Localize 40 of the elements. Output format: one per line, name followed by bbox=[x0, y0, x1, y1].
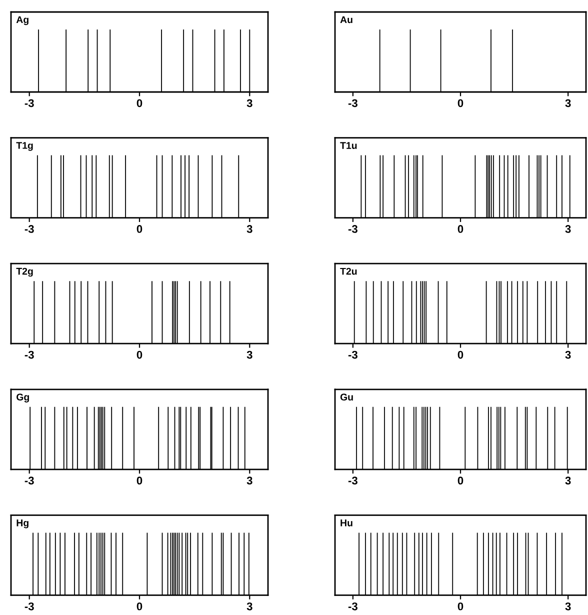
chart-title: T1u bbox=[340, 142, 357, 149]
x-tick-label: -3 bbox=[24, 602, 34, 610]
chart-title: Gu bbox=[340, 394, 353, 401]
x-tick-label: 3 bbox=[565, 99, 571, 108]
x-tick-label: 3 bbox=[565, 350, 571, 359]
x-tick-label: 3 bbox=[246, 476, 252, 485]
x-tick-label: 0 bbox=[136, 476, 142, 485]
x-tick-label: 3 bbox=[246, 602, 252, 610]
chart-title: Hu bbox=[340, 520, 352, 526]
chart-title: T2g bbox=[16, 268, 33, 277]
chart-title: Ag bbox=[16, 16, 28, 26]
x-tick-label: 0 bbox=[458, 350, 464, 359]
x-tick-label: 0 bbox=[136, 350, 142, 359]
x-tick-label: 0 bbox=[458, 602, 464, 610]
x-tick-label: 0 bbox=[136, 99, 142, 108]
x-tick-label: 3 bbox=[246, 225, 252, 233]
x-tick-label: -3 bbox=[24, 476, 34, 485]
x-tick-label: -3 bbox=[348, 99, 358, 108]
x-tick-label: 3 bbox=[565, 225, 571, 233]
chart-title: Au bbox=[340, 16, 352, 24]
x-tick-label: 3 bbox=[565, 476, 571, 485]
x-tick-label: 0 bbox=[458, 476, 464, 485]
chart-title: T1g bbox=[16, 142, 33, 151]
x-tick-label: 0 bbox=[458, 99, 464, 108]
x-tick-label: -3 bbox=[24, 350, 34, 359]
x-tick-label: -3 bbox=[348, 602, 358, 610]
chart-title: Hg bbox=[16, 520, 28, 528]
x-tick-label: 0 bbox=[458, 225, 464, 233]
x-tick-label: 0 bbox=[136, 602, 142, 610]
chart-title: Gg bbox=[16, 394, 29, 402]
x-tick-label: -3 bbox=[348, 225, 358, 233]
x-tick-label: -3 bbox=[348, 476, 358, 485]
x-tick-label: -3 bbox=[348, 350, 358, 359]
x-tick-label: -3 bbox=[24, 99, 34, 108]
x-tick-label: 3 bbox=[565, 602, 571, 610]
x-tick-label: -3 bbox=[24, 225, 34, 233]
x-tick-label: 3 bbox=[246, 350, 252, 359]
x-tick-label: 3 bbox=[246, 99, 252, 108]
x-tick-label: 0 bbox=[136, 225, 142, 233]
chart-title: T2u bbox=[340, 268, 357, 275]
